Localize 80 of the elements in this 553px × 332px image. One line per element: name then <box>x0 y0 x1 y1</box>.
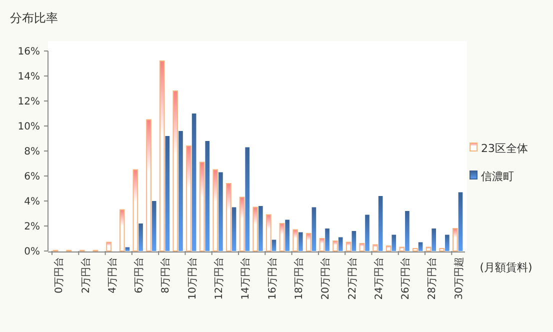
bar <box>432 228 436 251</box>
bar <box>159 60 165 252</box>
bar <box>132 169 138 252</box>
bar <box>378 196 383 251</box>
bar <box>359 243 365 252</box>
x-tick-label: 0万円台 <box>53 257 66 294</box>
y-tick-label: 0% <box>24 246 40 258</box>
bar <box>239 196 245 252</box>
bar <box>146 119 152 252</box>
bar <box>312 207 316 251</box>
bar <box>199 162 205 252</box>
x-tick-label: 26万円台 <box>400 257 412 300</box>
bar <box>346 242 352 252</box>
bar <box>106 242 112 252</box>
bar <box>372 244 378 252</box>
bar <box>152 201 156 251</box>
x-tick-label: 22万円台 <box>346 257 358 300</box>
bar <box>445 234 450 251</box>
bar <box>252 206 258 252</box>
bar <box>386 246 392 252</box>
bar <box>426 246 432 252</box>
x-tick-label: 10万円台 <box>186 257 198 300</box>
x-tick-label: 4万円台 <box>106 257 118 294</box>
y-tick-label: 4% <box>24 196 40 208</box>
bar <box>332 240 338 252</box>
bar <box>205 141 210 251</box>
bar <box>245 147 250 251</box>
bar <box>119 209 125 252</box>
bar <box>439 248 445 252</box>
bar <box>285 220 290 251</box>
bar <box>458 192 463 251</box>
chart-title: 分布比率 <box>10 11 58 25</box>
legend-label: 23区全体 <box>481 142 528 155</box>
bar <box>165 136 170 251</box>
bar <box>279 223 285 252</box>
bar <box>226 183 232 252</box>
bar <box>392 234 396 251</box>
bar <box>365 214 370 251</box>
x-tick-label: 18万円台 <box>292 257 305 300</box>
bar <box>298 232 303 251</box>
bar <box>319 238 325 252</box>
y-tick-label: 8% <box>24 146 40 158</box>
bar <box>292 229 298 252</box>
bar <box>352 231 356 251</box>
bar <box>212 169 218 252</box>
bar <box>138 224 143 251</box>
y-tick-label: 2% <box>24 222 40 232</box>
x-tick-label: 16万円台 <box>266 257 278 300</box>
bar <box>405 211 410 251</box>
y-tick-label: 16% <box>18 46 40 58</box>
x-tick-label: 6万円台 <box>133 257 146 294</box>
bar <box>272 240 276 251</box>
y-tick-label: 10% <box>18 122 40 132</box>
bar <box>192 114 196 251</box>
x-tick-label: 2万円台 <box>80 257 92 294</box>
x-tick-label: 20万円台 <box>320 257 332 300</box>
bar <box>258 206 263 251</box>
y-tick-label: 6% <box>24 172 40 182</box>
bar <box>452 228 458 252</box>
x-tick-label: 30万円超 <box>452 257 465 300</box>
bar <box>306 233 312 252</box>
x-tick-label: 12万円台 <box>213 257 226 300</box>
bar <box>325 228 330 251</box>
x-tick-label: 28万円台 <box>426 257 438 300</box>
bar <box>399 246 405 252</box>
bar <box>412 248 418 252</box>
bar <box>266 214 272 252</box>
x-tick-label: 14万円台 <box>240 257 252 300</box>
bar <box>218 172 223 251</box>
bar <box>232 207 236 251</box>
bar <box>338 237 343 251</box>
y-tick-label: 14% <box>18 72 40 82</box>
y-tick-label: 12% <box>18 96 40 108</box>
x-tick-label: 24万円台 <box>372 257 385 300</box>
legend-label: 信濃町 <box>481 170 514 183</box>
bar <box>172 90 178 252</box>
x-tick-label: 8万円台 <box>160 257 172 294</box>
x-axis-title: (月額賃料) <box>480 261 532 274</box>
bar <box>178 131 183 251</box>
bar <box>186 146 192 252</box>
